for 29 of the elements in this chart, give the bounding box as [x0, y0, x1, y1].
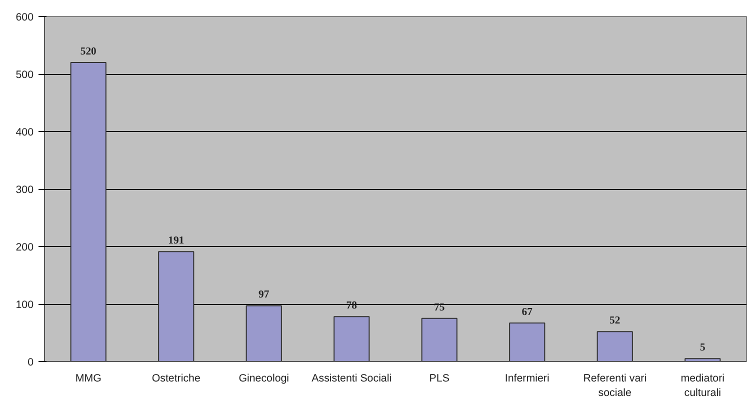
bar — [509, 322, 546, 362]
y-tick-label: 200 — [16, 242, 34, 254]
bar — [158, 251, 194, 362]
data-label: 191 — [168, 236, 184, 247]
bar — [246, 305, 282, 362]
data-label: 5 — [700, 342, 706, 354]
x-tick-label: mediatori culturali — [680, 372, 725, 399]
data-label: 75 — [434, 302, 445, 314]
bar — [421, 318, 458, 362]
y-tick-label: 500 — [16, 69, 34, 81]
data-label: 520 — [80, 46, 96, 58]
x-tick-label: PLS — [429, 372, 450, 384]
bar — [70, 62, 106, 362]
bar — [596, 331, 633, 362]
y-tick-label: 400 — [16, 126, 34, 138]
y-tick-label: 0 — [28, 356, 34, 368]
x-tick-label: Referenti vari sociale — [583, 372, 647, 399]
y-tick-label: 600 — [16, 12, 34, 24]
x-tick-label: Assistenti Sociali — [312, 372, 392, 384]
x-tick-label: MMG — [75, 372, 102, 384]
data-label: 97 — [258, 290, 270, 301]
bar — [334, 316, 370, 362]
x-tick-label: Infermieri — [504, 372, 550, 384]
data-label: 67 — [522, 306, 534, 318]
y-tick-label: 300 — [16, 184, 34, 196]
y-tick-label: 100 — [16, 299, 34, 311]
data-label: 52 — [610, 316, 620, 327]
x-tick-label: Ostetriche — [152, 372, 200, 384]
x-tick-label: Ginecologi — [238, 372, 290, 384]
